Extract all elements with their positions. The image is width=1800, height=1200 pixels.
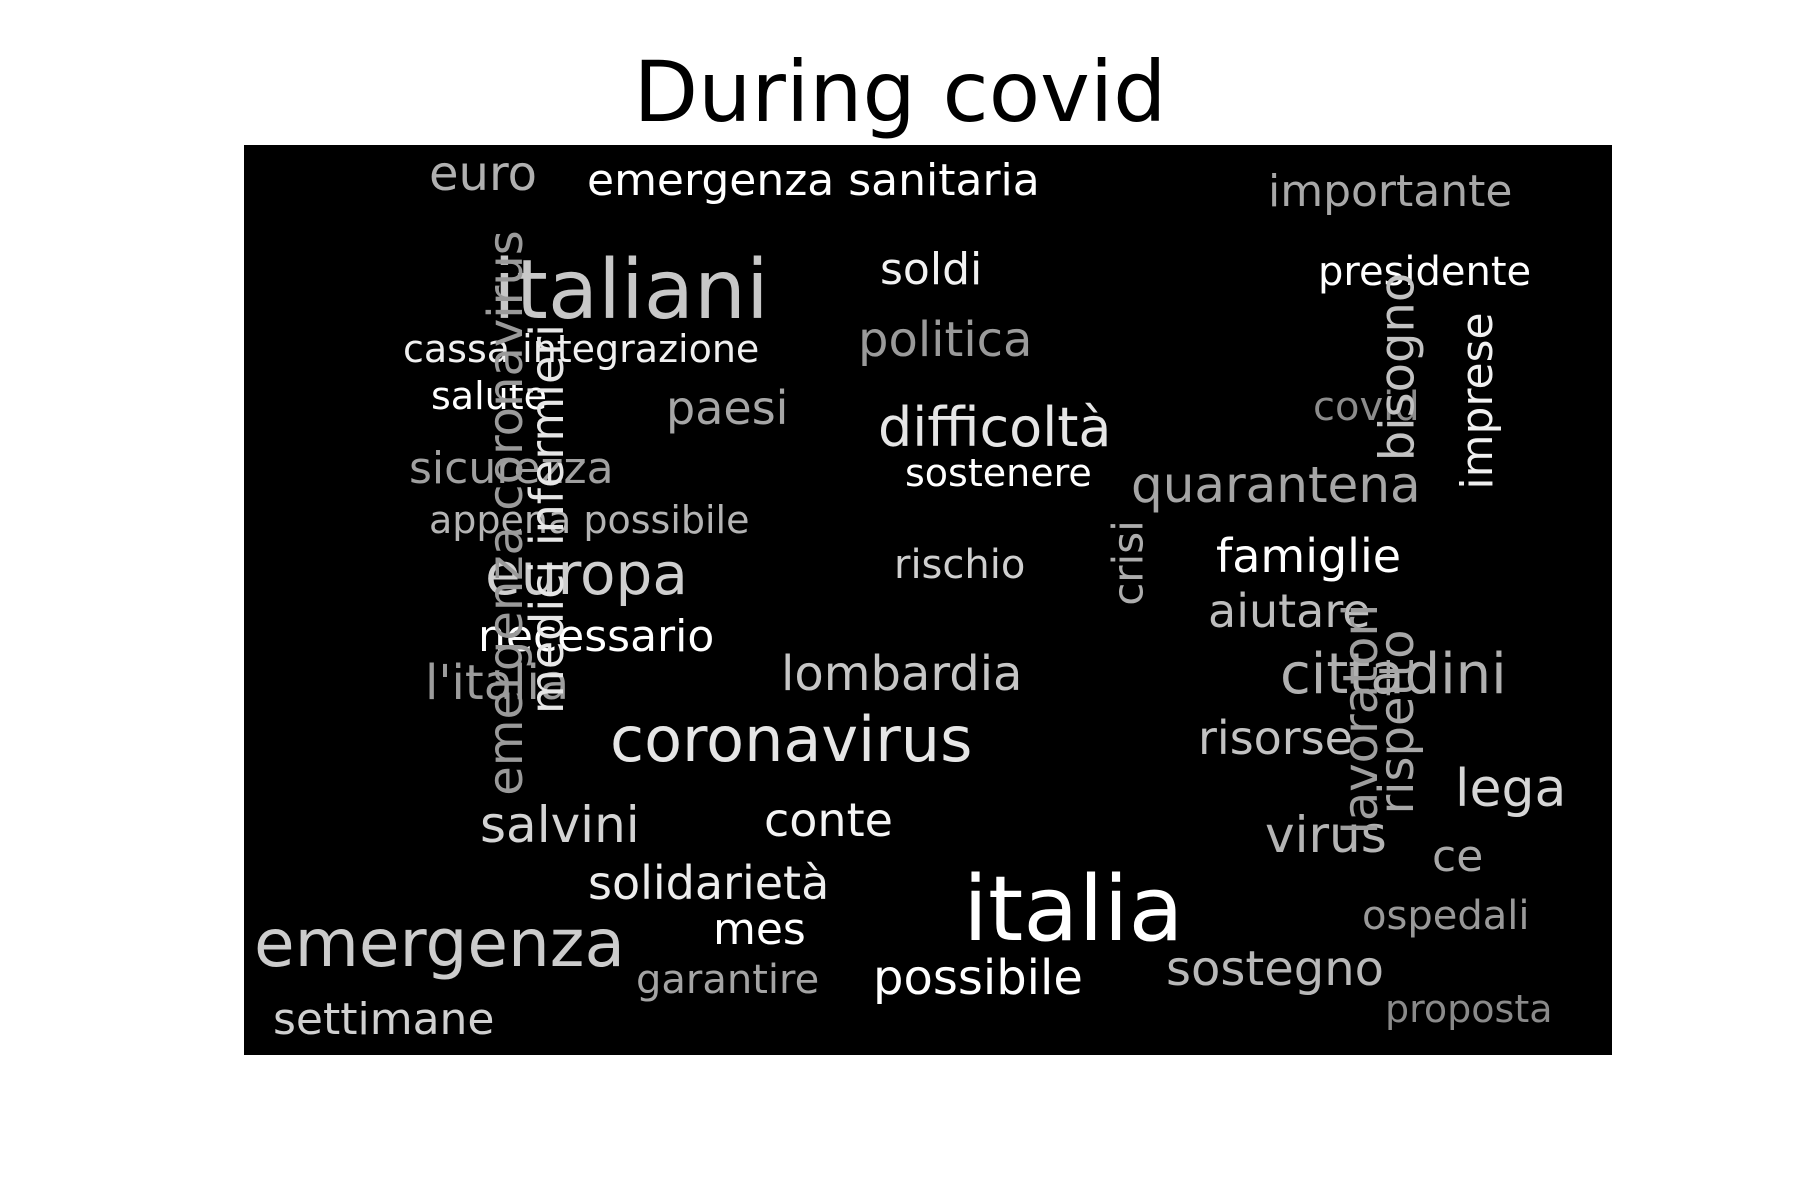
- word-italia: italia: [963, 857, 1184, 962]
- word-emergenza-sanitaria: emergenza sanitaria: [587, 155, 1040, 206]
- word-salvini: salvini: [480, 796, 640, 854]
- word-virus: virus: [1265, 806, 1387, 864]
- word-crisi: crisi: [1103, 520, 1153, 606]
- word-necessario: necessario: [478, 611, 715, 662]
- word-litalia: l'italia: [425, 655, 570, 711]
- word-cloud: euro emergenza sanitaria importante ital…: [244, 145, 1612, 1055]
- word-cittadini: cittadini: [1280, 642, 1507, 707]
- word-quarantena: quarantena: [1131, 456, 1421, 514]
- word-ce: ce: [1432, 831, 1484, 882]
- word-cassa-integrazione: cassa integrazione: [403, 327, 760, 371]
- word-famiglie: famiglie: [1216, 529, 1402, 583]
- word-emergenza-coronavirus: emergenza coronavirus: [478, 230, 534, 796]
- word-rispetto: rispetto: [1369, 629, 1425, 815]
- word-sostenere: sostenere: [905, 451, 1092, 495]
- word-presidente: presidente: [1318, 249, 1532, 295]
- word-lega: lega: [1455, 759, 1567, 819]
- word-importante: importante: [1268, 166, 1513, 217]
- word-mes: mes: [713, 904, 806, 955]
- word-sicurezza: sicurezza: [409, 443, 614, 494]
- word-conte: conte: [764, 793, 893, 847]
- word-covid: covid: [1313, 384, 1420, 430]
- word-salute: salute: [431, 374, 548, 418]
- word-soldi: soldi: [880, 244, 983, 295]
- word-solidarieta: solidarietà: [588, 856, 830, 910]
- word-difficolta: difficoltà: [878, 396, 1112, 459]
- word-lombardia: lombardia: [781, 646, 1023, 702]
- word-risorse: risorse: [1198, 711, 1353, 765]
- word-garantire: garantire: [636, 957, 820, 1003]
- word-rischio: rischio: [894, 542, 1026, 588]
- word-settimane: settimane: [273, 994, 495, 1045]
- word-coronavirus: coronavirus: [610, 703, 973, 776]
- word-euro: euro: [429, 146, 537, 202]
- word-aiutare: aiutare: [1208, 584, 1371, 638]
- word-appena-possibile: appena possibile: [429, 498, 750, 542]
- word-bisogno: bisogno: [1369, 272, 1426, 462]
- word-sostegno: sostegno: [1166, 941, 1384, 997]
- word-imprese: imprese: [1452, 312, 1503, 490]
- word-proposta: proposta: [1385, 987, 1553, 1031]
- word-ospedali: ospedali: [1362, 893, 1530, 939]
- word-europa: europa: [485, 540, 688, 608]
- word-italiani: italiani: [493, 243, 769, 338]
- word-paesi: paesi: [666, 381, 789, 435]
- word-emergenza: emergenza: [254, 905, 625, 982]
- chart-title: During covid: [633, 43, 1167, 141]
- word-possibile: possibile: [873, 950, 1083, 1006]
- word-politica: politica: [858, 312, 1033, 368]
